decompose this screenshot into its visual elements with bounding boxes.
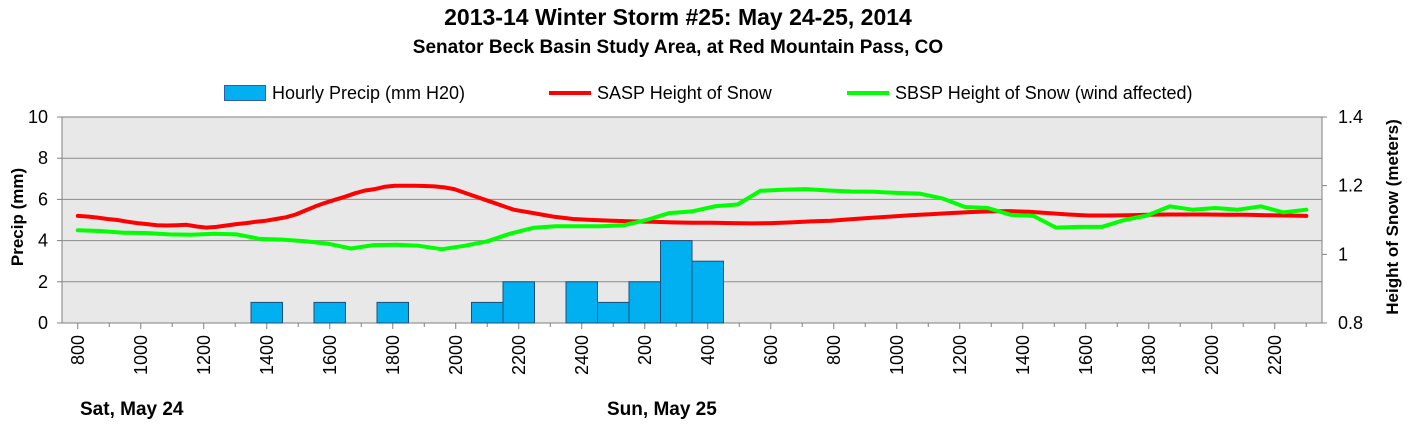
y-left-tick-label: 6 (38, 189, 48, 209)
precip-bar (313, 301, 346, 324)
y-right-tick-label: 1.4 (1338, 107, 1363, 127)
precip-bar (502, 281, 535, 324)
x-tick-label: 2400 (572, 335, 592, 375)
x-tick-label: 1800 (1139, 335, 1159, 375)
x-tick-label: 1000 (131, 335, 151, 375)
x-tick-label: 2200 (509, 335, 529, 375)
legend-swatch-precip (224, 85, 266, 101)
legend-item-precip: Hourly Precip (mm H20) (224, 81, 465, 105)
x-tick-label: 600 (761, 335, 781, 365)
x-tick-label: 2000 (446, 335, 466, 375)
y-left-tick-label: 8 (38, 148, 48, 168)
x-tick-label: 800 (824, 335, 844, 365)
x-tick-label: 1200 (194, 335, 214, 375)
y-right-tick-label: 1 (1338, 244, 1348, 264)
legend-label-sasp: SASP Height of Snow (597, 82, 772, 103)
legend-label-precip: Hourly Precip (mm H20) (272, 82, 466, 103)
precip-bar (250, 301, 283, 324)
legend-swatch-sbsp (847, 91, 889, 95)
day-label-sat: Sat, May 24 (80, 399, 184, 420)
x-tick-label: 800 (68, 335, 88, 365)
precip-bar (565, 281, 598, 324)
y-left-tick-label: 0 (38, 313, 48, 333)
x-tick-label: 400 (698, 335, 718, 365)
x-tick-label: 2000 (1202, 335, 1222, 375)
legend-label-sbsp: SBSP Height of Snow (wind affected) (895, 82, 1193, 103)
legend-swatch-sasp (549, 91, 591, 95)
precip-bar (628, 281, 661, 324)
y-axis-left-title: Precip (mm) (8, 167, 27, 267)
y-left-tick-label: 10 (28, 107, 48, 127)
legend-item-sasp: SASP Height of Snow (549, 81, 772, 105)
x-tick-label: 1200 (950, 335, 970, 375)
chart-title: 2013-14 Winter Storm #25: May 24-25, 201… (444, 4, 912, 30)
y-right-tick-label: 0.8 (1338, 313, 1363, 333)
x-tick-label: 200 (635, 335, 655, 365)
x-tick-label: 1400 (1013, 335, 1033, 375)
y-left-tick-label: 2 (38, 272, 48, 292)
y-right-tick-label: 1.2 (1338, 176, 1363, 196)
series-line-sasp (75, 183, 1309, 230)
precip-bar (376, 301, 409, 324)
precip-bar (471, 301, 504, 324)
precip-bar (691, 260, 724, 324)
x-tick-label: 2200 (1265, 335, 1285, 375)
y-axis-right-title: Height of Snow (meters) (1383, 119, 1402, 315)
precip-bar (597, 301, 630, 324)
chart-subtitle: Senator Beck Basin Study Area, at Red Mo… (412, 37, 944, 58)
x-tick-label: 1600 (1076, 335, 1096, 375)
x-tick-label: 1400 (257, 335, 277, 375)
x-tick-label: 1600 (320, 335, 340, 375)
legend-item-sbsp: SBSP Height of Snow (wind affected) (847, 81, 1193, 105)
x-tick-label: 1000 (887, 335, 907, 375)
y-left-tick-label: 4 (38, 231, 48, 251)
precip-bar (660, 240, 693, 324)
x-tick-label: 1800 (383, 335, 403, 375)
series-line-sbsp (75, 187, 1309, 252)
day-label-sun: Sun, May 25 (607, 399, 717, 420)
